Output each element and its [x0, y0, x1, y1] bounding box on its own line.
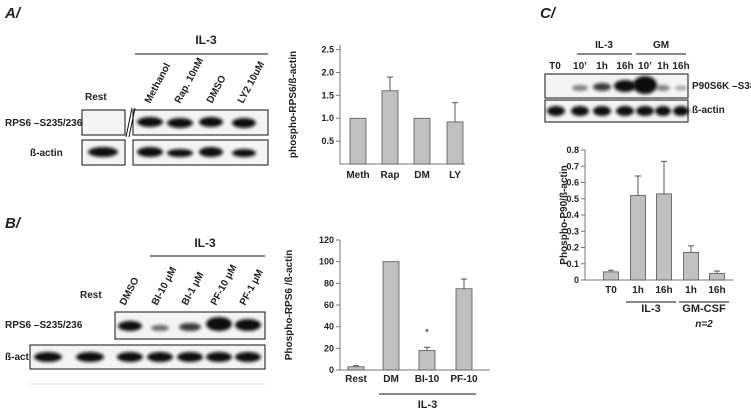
- panel-label: A/: [4, 5, 22, 22]
- y-tick-label: 2.0: [321, 67, 334, 77]
- lane-label: DMSO: [118, 276, 142, 308]
- lane-label: 16h: [616, 61, 633, 72]
- row-label: P90S6K –S380: [692, 81, 751, 92]
- lane-label: BI-10 μM: [150, 265, 179, 307]
- lane-label: 1h: [596, 61, 608, 72]
- row-label: RPS6 –S235/236: [5, 118, 83, 129]
- panel-label: B/: [5, 215, 22, 232]
- bar: [709, 273, 725, 281]
- annotation: n=2: [695, 319, 713, 330]
- group-label: IL-3: [194, 236, 216, 250]
- y-tick-label: 0.4: [566, 210, 579, 220]
- y-tick-label: 0.5: [321, 136, 334, 146]
- bands: [34, 317, 261, 362]
- row-label: ß-actin: [5, 352, 38, 363]
- y-tick-label: 0.6: [566, 178, 579, 188]
- break-mark: [125, 107, 133, 138]
- x-tick-label: DM: [383, 374, 399, 385]
- y-tick-label: 0.2: [566, 243, 579, 253]
- y-tick-label: 0.7: [566, 161, 579, 171]
- y-axis-label: Phospho-RPS6 /ß-actin: [284, 250, 295, 361]
- lane-label: 1h: [657, 61, 669, 72]
- row-label: ß-actin: [692, 105, 725, 116]
- x-tick-label: T0: [605, 285, 617, 296]
- y-tick-label: 100: [319, 257, 334, 267]
- y-tick-label: 0.1: [566, 259, 579, 269]
- x-tick-label: DM: [414, 170, 430, 181]
- x-tick-label: 16h: [708, 285, 725, 296]
- group-label: IL-3: [195, 33, 217, 47]
- panel-label: C/: [540, 5, 557, 22]
- lane-label: T0: [549, 61, 561, 72]
- bar: [656, 193, 672, 281]
- bands: [547, 76, 689, 116]
- lane-label: Rap. 10nM: [173, 56, 206, 105]
- y-tick-label: 120: [319, 235, 334, 245]
- row-label: ß-actin: [30, 148, 63, 159]
- bar: [630, 195, 646, 281]
- row-label: RPS6 –S235/236: [5, 320, 83, 331]
- y-tick-label: 80: [324, 278, 334, 288]
- y-tick-label: 40: [324, 322, 334, 332]
- group-label: IL-3: [418, 399, 438, 411]
- bar: [455, 288, 473, 371]
- y-tick-label: 0: [574, 275, 579, 285]
- lane-label: 10’: [573, 61, 587, 72]
- lane-label: 16h: [672, 61, 689, 72]
- y-tick-label: 20: [324, 343, 334, 353]
- lane-label: BI-1 μM: [180, 270, 207, 307]
- x-tick-label: 1h: [632, 285, 644, 296]
- bar: [683, 251, 699, 281]
- x-tick-label: Rap: [381, 170, 400, 181]
- bar: [603, 271, 619, 281]
- x-tick-label: Rest: [345, 374, 367, 385]
- x-tick-label: Meth: [346, 170, 369, 181]
- x-tick-label: BI-10: [415, 374, 440, 385]
- lane-label: PF-1 μM: [238, 268, 266, 308]
- y-tick-label: 2.5: [321, 45, 334, 55]
- bar: [381, 90, 399, 165]
- x-tick-label: PF-10: [450, 374, 478, 385]
- blot: [81, 109, 126, 136]
- y-tick-label: 0.8: [566, 145, 579, 155]
- x-tick-label: LY: [449, 170, 461, 181]
- bar: [349, 117, 367, 165]
- lane-label: Methanol: [143, 61, 173, 105]
- bar: [382, 261, 400, 371]
- lane-label: LY2 10uM: [236, 60, 267, 106]
- bar: [446, 121, 464, 165]
- bar: [413, 117, 431, 165]
- lane-label: Rest: [80, 290, 102, 301]
- lane-label: Rest: [85, 92, 107, 103]
- y-tick-label: 0.5: [566, 194, 579, 204]
- y-axis-label: Phospho-P90/ß-actin: [559, 165, 570, 264]
- bands: [88, 117, 256, 157]
- y-tick-label: 1.5: [321, 90, 334, 100]
- bar: [347, 366, 365, 371]
- group-label: GM-CSF: [682, 303, 726, 315]
- x-tick-label: 1h: [685, 285, 697, 296]
- y-tick-label: 1.0: [321, 113, 334, 123]
- y-axis-label: phospho-RPS6/ß-actin: [288, 51, 299, 158]
- annotation: *: [425, 327, 429, 338]
- lane-label: 10’: [638, 61, 652, 72]
- group-label: IL-3: [595, 40, 613, 51]
- lane-label: DMSO: [205, 74, 229, 106]
- y-tick-label: 0: [329, 365, 334, 375]
- group-label: IL-3: [641, 303, 661, 315]
- bar: [418, 350, 436, 371]
- break-mark: [128, 107, 136, 138]
- lane-label: PF-10 μM: [209, 263, 240, 307]
- y-tick-label: 60: [324, 300, 334, 310]
- y-tick-label: 0.3: [566, 226, 579, 236]
- group-label: GM: [653, 40, 669, 51]
- x-tick-label: 16h: [655, 285, 672, 296]
